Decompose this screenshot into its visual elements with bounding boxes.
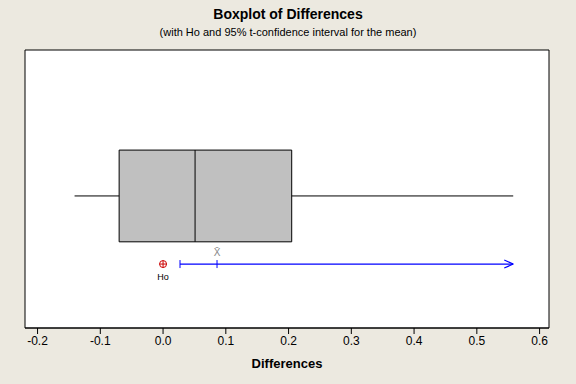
svg-text:0.4: 0.4 — [406, 334, 423, 348]
svg-text:0.6: 0.6 — [531, 334, 548, 348]
svg-text:Ho: Ho — [157, 272, 169, 282]
svg-text:0.5: 0.5 — [468, 334, 485, 348]
html-text:(with Ho and 95% t-confidence: (with Ho and 95% t-confidence interval f… — [159, 26, 417, 38]
svg-text:Differences: Differences — [252, 356, 323, 371]
svg-text:0.1: 0.1 — [217, 334, 234, 348]
svg-text:0.3: 0.3 — [343, 334, 360, 348]
svg-text:-0.2: -0.2 — [27, 334, 48, 348]
html-text:Boxplot of Differences: Boxplot of Differences — [213, 6, 363, 22]
svg-text:-0.1: -0.1 — [90, 334, 111, 348]
svg-text:0.2: 0.2 — [280, 334, 297, 348]
svg-text:X̄: X̄ — [214, 247, 221, 259]
svg-text:0.0: 0.0 — [155, 334, 172, 348]
